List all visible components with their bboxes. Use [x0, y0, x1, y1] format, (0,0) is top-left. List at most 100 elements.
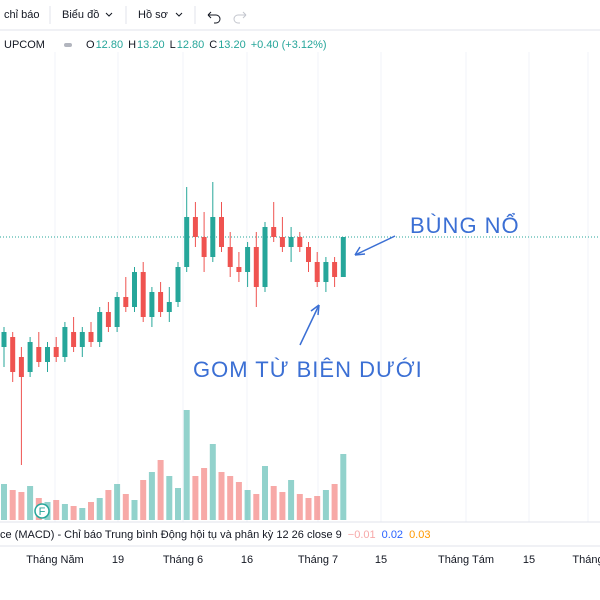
- candle-body: [18, 357, 24, 377]
- volume-bar: [79, 508, 86, 520]
- candle-body: [271, 227, 277, 237]
- candle-body: [166, 302, 172, 312]
- undo-button[interactable]: [207, 11, 221, 24]
- candle-body: [132, 272, 137, 307]
- arrow: [354, 235, 396, 256]
- arrow: [299, 304, 320, 346]
- candle-body: [227, 247, 233, 267]
- candle-body: [71, 332, 77, 347]
- candle-body: [1, 332, 7, 347]
- volume-bar: [114, 484, 121, 520]
- ohlc-legend: O 12.80 H 13.20 L 12.80 C 13.20 +0.40 (+3.12%): [86, 39, 327, 51]
- volume-bar: [314, 496, 321, 520]
- time-label: Tháng: [572, 554, 600, 566]
- time-axis: Tháng Năm 19 Tháng 6 16 Tháng 7 15 Tháng Tám 15…: [26, 554, 600, 566]
- chart-menu[interactable]: Biểu đồ: [62, 9, 99, 21]
- legend-label: C: [209, 39, 217, 51]
- legend-value: 12.80: [177, 39, 205, 51]
- volume-bar: [53, 500, 60, 520]
- time-label: Tháng Năm: [26, 554, 83, 566]
- legend-value: 13.20: [218, 39, 246, 51]
- volume-bar: [322, 490, 329, 520]
- volume-bar: [288, 480, 295, 520]
- volume-bar: [148, 472, 155, 520]
- candle-body: [10, 337, 16, 372]
- volume-bar: [235, 482, 242, 520]
- candle-body: [97, 312, 103, 342]
- candle-body: [210, 217, 216, 257]
- volume-bar: [70, 506, 77, 520]
- volume-bar: [209, 444, 216, 520]
- symbol: UPCOM: [4, 39, 45, 51]
- indicator-value: −0.01: [348, 529, 376, 541]
- volume-bar: [88, 502, 94, 520]
- candle-body: [53, 347, 59, 357]
- volume-bar: [253, 494, 260, 520]
- candle-body: [175, 267, 181, 302]
- volume-bar: [296, 494, 303, 520]
- profile-menu[interactable]: Hồ sơ: [138, 9, 168, 21]
- volume-bar: [262, 466, 268, 520]
- volume-bar: [105, 490, 112, 520]
- volume-bar: [61, 504, 68, 520]
- indicators-button[interactable]: chỉ báo: [4, 9, 39, 21]
- volume-bar: [270, 486, 277, 520]
- candle-body: [88, 332, 94, 342]
- macd-legend: ce (MACD) - Chỉ báo Trung bình Động hội …: [0, 529, 430, 541]
- toolbar: [0, 0, 600, 30]
- candle-body: [262, 227, 268, 287]
- legend-value: 12.80: [96, 39, 124, 51]
- candle-body: [123, 297, 129, 307]
- legend-label: O: [86, 39, 95, 51]
- candle-body: [306, 247, 311, 262]
- candle-body: [114, 297, 120, 327]
- volume-bar: [140, 480, 147, 520]
- candle-body: [149, 292, 155, 317]
- candle-body: [158, 292, 164, 312]
- chevron: [175, 12, 183, 17]
- annotation: BÙNG NỔ: [410, 213, 520, 238]
- time-label: 16: [241, 554, 253, 566]
- redo-button[interactable]: [233, 11, 247, 24]
- candle-body: [62, 327, 68, 357]
- time-label: Tháng 6: [163, 554, 203, 566]
- volume-bar: [244, 490, 251, 520]
- candle-body: [245, 247, 251, 272]
- volume-bar: [279, 492, 286, 520]
- candle-body: [45, 347, 50, 362]
- volume-bar: [122, 494, 129, 520]
- time-label: 19: [112, 554, 124, 566]
- candle-body: [219, 217, 224, 247]
- candle-body: [253, 247, 259, 287]
- volume-bar: [96, 498, 103, 520]
- volume-bar: [305, 498, 312, 520]
- candle-body: [27, 342, 33, 372]
- volume-bar: [227, 476, 234, 520]
- candle-body: [184, 217, 190, 267]
- legend-toggle[interactable]: [64, 43, 72, 47]
- legend-label: L: [170, 39, 176, 51]
- volume-bar: [340, 454, 347, 520]
- candle-body: [140, 272, 146, 317]
- volume-bar: [157, 460, 164, 520]
- grid: [54, 52, 589, 522]
- candle-body: [279, 237, 285, 247]
- volume-bar: [192, 476, 199, 520]
- candle-body: [314, 262, 320, 282]
- volume-bar: [166, 476, 173, 520]
- time-label: Tháng Tám: [438, 554, 494, 566]
- arrow-head: [354, 246, 366, 256]
- time-label: 15: [523, 554, 535, 566]
- candle-body: [79, 332, 85, 347]
- candle-body: [201, 237, 207, 257]
- volume-bar: [131, 500, 138, 520]
- volume-bar: [1, 484, 7, 520]
- event-flag-label: F: [39, 506, 46, 518]
- event-flag[interactable]: [34, 503, 50, 519]
- time-label: Tháng 7: [298, 554, 338, 566]
- candle-body: [340, 237, 346, 277]
- volume-bar: [201, 468, 208, 520]
- candle-body: [323, 262, 329, 282]
- volume-bar: [175, 488, 181, 520]
